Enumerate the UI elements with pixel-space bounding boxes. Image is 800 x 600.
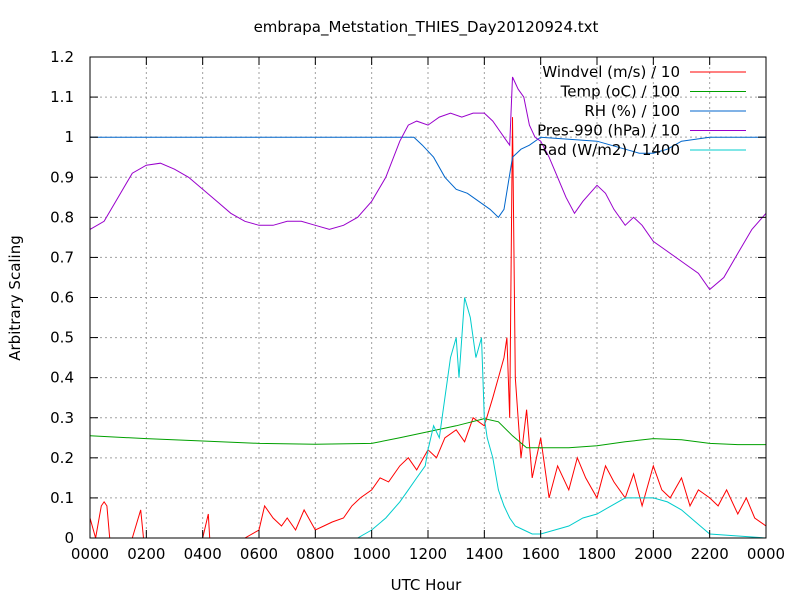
x-tick-label: 0600 xyxy=(240,545,278,563)
x-tick-label: 0000 xyxy=(71,545,109,563)
y-tick-label: 0.3 xyxy=(50,409,74,427)
y-tick-label: 1.1 xyxy=(50,88,74,106)
x-tick-label: 0200 xyxy=(127,545,165,563)
chart-title: embrapa_Metstation_THIES_Day20120924.txt xyxy=(254,18,599,37)
x-tick-label: 1800 xyxy=(578,545,616,563)
y-tick-label: 1.2 xyxy=(50,48,74,66)
y-tick-label: 0.4 xyxy=(50,369,74,387)
x-tick-label: 1200 xyxy=(409,545,447,563)
x-tick-label: 0400 xyxy=(184,545,222,563)
legend-label-3: RH (%) / 100 xyxy=(584,102,680,120)
y-tick-label: 0.7 xyxy=(50,248,74,266)
y-tick-label: 0.2 xyxy=(50,449,74,467)
series-line-2 xyxy=(89,418,766,449)
series-line-4 xyxy=(89,76,767,291)
y-tick-label: 1 xyxy=(64,128,74,146)
y-tick-label: 0.5 xyxy=(50,329,74,347)
x-tick-label: 2200 xyxy=(691,545,729,563)
y-tick-label: 0.8 xyxy=(50,208,74,226)
x-tick-label: 1000 xyxy=(353,545,391,563)
x-axis-label: UTC Hour xyxy=(391,576,462,594)
legend-label-2: Temp (oC) / 100 xyxy=(560,83,680,101)
x-tick-label: 1600 xyxy=(522,545,560,563)
legend-label-1: Windvel (m/s) / 10 xyxy=(542,63,680,81)
axis-ticks: 0000 0200 0400 0600 0800 1000 1200 1400 1600 1800… xyxy=(50,48,785,563)
series-line-3 xyxy=(90,136,766,219)
y-tick-label: 0 xyxy=(64,529,74,547)
x-tick-label: 0000 xyxy=(747,545,785,563)
y-tick-label: 0.9 xyxy=(50,168,74,186)
legend-label-5: Rad (W/m2) / 1400 xyxy=(538,141,680,159)
x-tick-label: 2000 xyxy=(634,545,672,563)
y-tick-label: 0.6 xyxy=(50,289,74,307)
series-line-5 xyxy=(90,297,767,539)
legend-label-4: Pres-990 (hPa) / 10 xyxy=(537,122,680,140)
x-tick-label: 1400 xyxy=(465,545,503,563)
y-axis-label: Arbitrary Scaling xyxy=(6,235,24,361)
y-tick-label: 0.1 xyxy=(50,489,74,507)
x-tick-label: 0800 xyxy=(296,545,334,563)
